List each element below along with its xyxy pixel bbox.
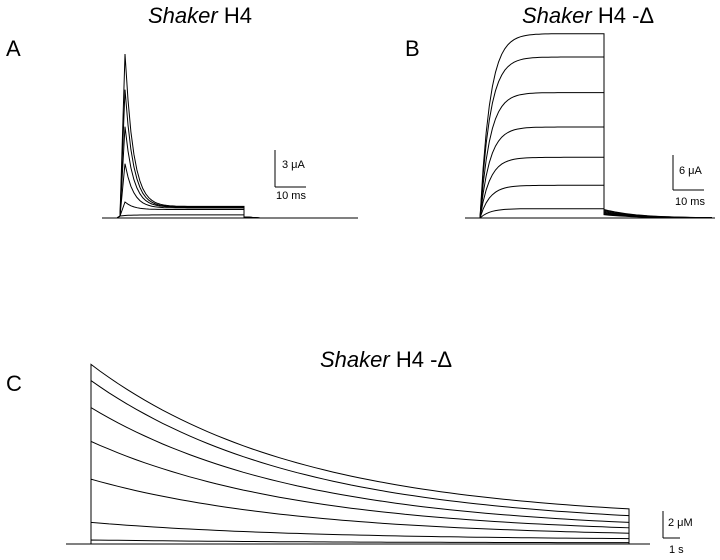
- panel-a-trace: [116, 53, 261, 219]
- panel-b-title: Shaker H4 -Δ: [522, 3, 654, 29]
- panel-b-title-italic: Shaker: [522, 3, 592, 28]
- panel-c-trace: [90, 363, 630, 544]
- panel-a-trace: [116, 126, 261, 219]
- panel-b-trace: [479, 208, 712, 219]
- panel-c-title: Shaker H4 -Δ: [320, 347, 452, 373]
- panel-a-title: Shaker H4: [148, 3, 252, 29]
- panel-b-plot: [465, 33, 715, 219]
- panel-c-trace: [90, 379, 630, 544]
- panel-a-title-italic: Shaker: [148, 3, 218, 28]
- panel-b-scale-y-label: 6 μA: [679, 165, 702, 177]
- panel-a-trace: [116, 163, 261, 219]
- panel-c-title-italic: Shaker: [320, 347, 390, 372]
- panel-c-plot: [66, 363, 680, 545]
- panel-a-plot: [102, 53, 358, 219]
- panel-letter-b: B: [405, 36, 420, 61]
- panel-b-trace: [479, 126, 712, 219]
- panel-a-scale-x-label: 10 ms: [276, 190, 306, 202]
- panel-b-trace: [479, 56, 712, 219]
- panel-a-trace: [116, 214, 261, 219]
- panel-b-scale-x-label: 10 ms: [675, 196, 705, 208]
- panel-c-scale-x-label: 1 s: [669, 544, 684, 556]
- panel-c-title-rest: H4 -Δ: [389, 347, 453, 372]
- panel-a-trace: [116, 201, 261, 219]
- panel-c-trace: [90, 521, 630, 544]
- panel-c-trace: [90, 440, 630, 544]
- panel-c-scale-y-label: 2 μM: [668, 517, 693, 529]
- panel-c-trace: [90, 478, 630, 544]
- panel-letter-a: A: [6, 36, 21, 61]
- panel-c-trace: [90, 539, 630, 544]
- panel-c-trace: [90, 406, 630, 544]
- panel-letter-c: C: [6, 371, 22, 396]
- panel-a-scale-y-label: 3 μA: [282, 159, 305, 171]
- panel-a-title-rest: H4: [217, 3, 252, 28]
- panel-b-trace: [479, 92, 713, 219]
- panel-b-title-rest: H4 -Δ: [591, 3, 655, 28]
